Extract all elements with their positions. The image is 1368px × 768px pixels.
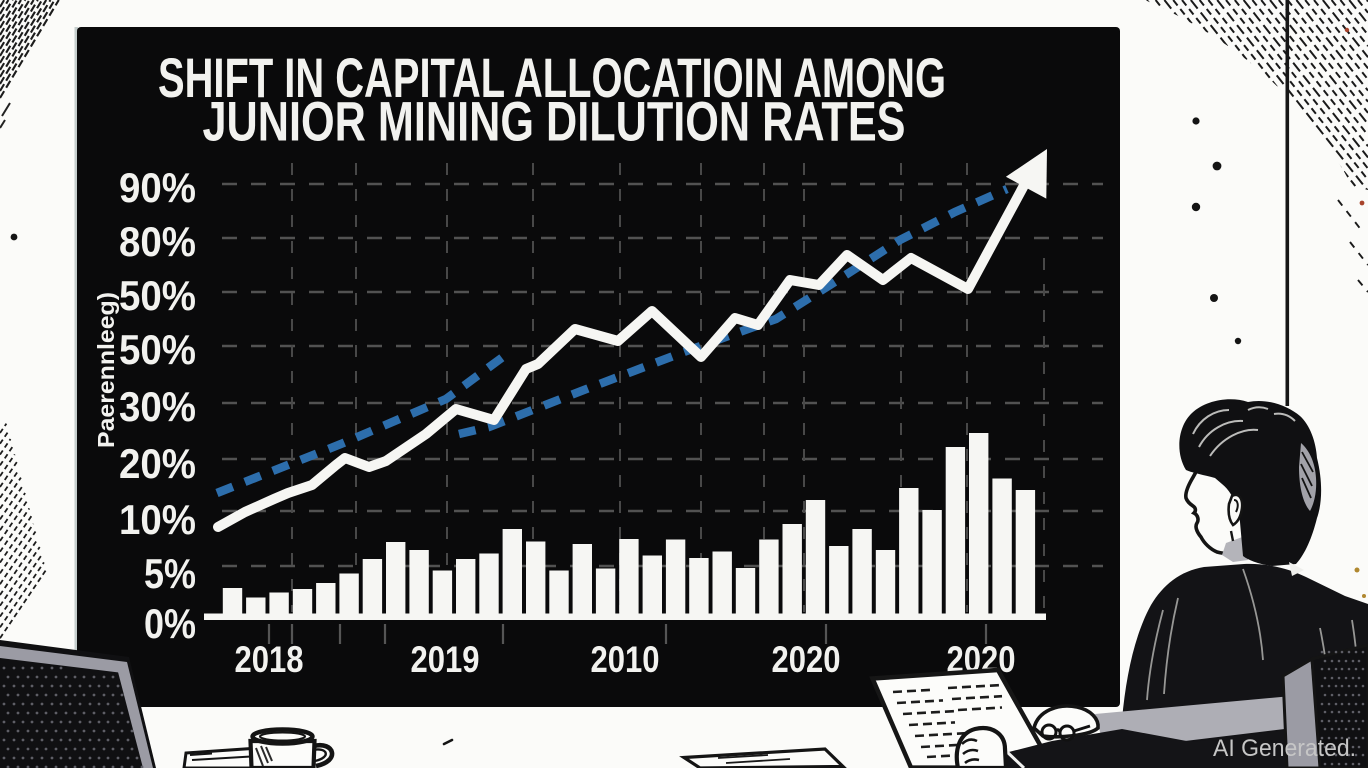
- svg-text:2020: 2020: [772, 639, 841, 680]
- svg-text:5%: 5%: [144, 550, 196, 597]
- svg-text:0%: 0%: [144, 600, 196, 647]
- svg-text:JUNIOR MINING DILUTION RATES: JUNIOR MINING DILUTION RATES: [203, 90, 906, 153]
- svg-text:20%: 20%: [119, 440, 196, 487]
- svg-text:AI Generated.: AI Generated.: [1213, 735, 1356, 762]
- svg-text:SHIFT IN CAPITAL ALLOCATIOIN A: SHIFT IN CAPITAL ALLOCATIOIN AMONG: [158, 46, 946, 109]
- svg-text:2010: 2010: [591, 639, 660, 680]
- svg-text:2019: 2019: [411, 639, 480, 680]
- svg-text:50%: 50%: [119, 326, 196, 373]
- svg-text:10%: 10%: [119, 496, 196, 543]
- svg-text:50%: 50%: [119, 272, 196, 319]
- svg-text:2018: 2018: [235, 639, 304, 680]
- svg-text:80%: 80%: [119, 218, 196, 265]
- svg-text:90%: 90%: [119, 164, 196, 211]
- svg-text:Paerennleeg): Paerennleeg): [93, 292, 119, 448]
- svg-text:30%: 30%: [119, 383, 196, 430]
